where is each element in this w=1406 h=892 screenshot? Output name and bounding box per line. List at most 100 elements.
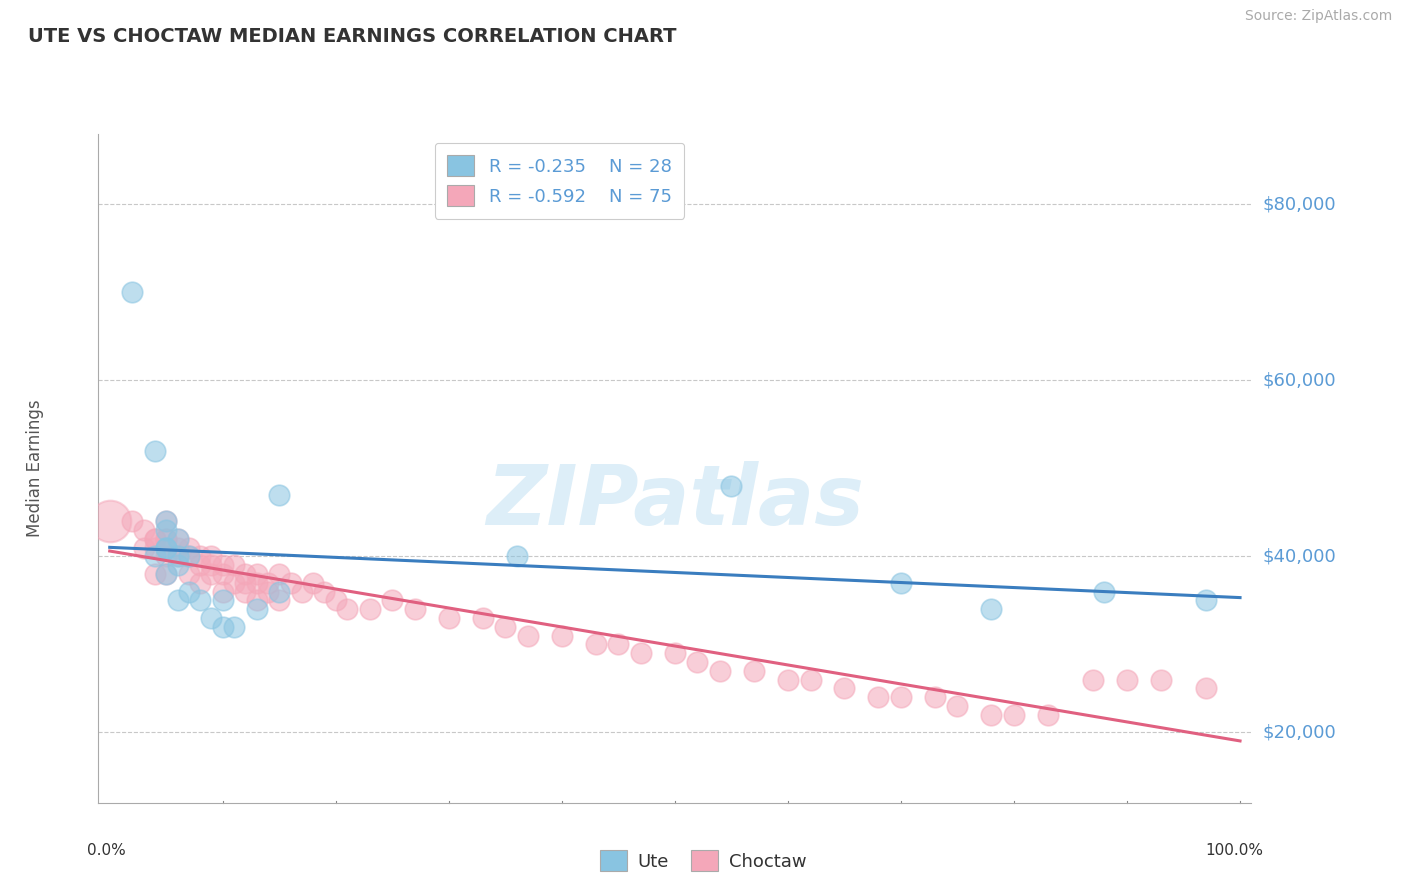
Point xyxy=(799,673,821,687)
Point xyxy=(1002,707,1025,722)
Point xyxy=(188,593,211,607)
Point xyxy=(188,549,211,564)
Point xyxy=(235,566,257,581)
Text: ZIPatlas: ZIPatlas xyxy=(486,461,863,542)
Point xyxy=(166,549,188,564)
Point xyxy=(630,646,652,660)
Point xyxy=(336,602,359,616)
Point xyxy=(143,443,166,458)
Point xyxy=(246,575,269,590)
Point xyxy=(121,285,143,300)
Legend: R = -0.235    N = 28, R = -0.592    N = 75: R = -0.235 N = 28, R = -0.592 N = 75 xyxy=(434,143,685,219)
Point xyxy=(155,566,177,581)
Point xyxy=(155,541,177,555)
Point xyxy=(291,584,314,599)
Point xyxy=(709,664,731,678)
Text: $80,000: $80,000 xyxy=(1263,195,1336,213)
Point xyxy=(246,593,269,607)
Point xyxy=(980,602,1002,616)
Point xyxy=(776,673,799,687)
Point xyxy=(585,637,607,651)
Point xyxy=(269,488,291,502)
Point xyxy=(155,549,177,564)
Point xyxy=(222,575,245,590)
Point xyxy=(132,541,155,555)
Point xyxy=(664,646,686,660)
Point xyxy=(211,566,233,581)
Point xyxy=(177,566,200,581)
Point xyxy=(720,479,742,493)
Point xyxy=(551,628,574,642)
Text: $60,000: $60,000 xyxy=(1263,371,1336,389)
Point xyxy=(1195,681,1218,696)
Point xyxy=(516,628,538,642)
Point xyxy=(890,575,912,590)
Point xyxy=(494,620,516,634)
Point xyxy=(200,549,222,564)
Point xyxy=(143,566,166,581)
Point xyxy=(200,558,222,573)
Point xyxy=(1092,584,1115,599)
Point xyxy=(155,541,177,555)
Point xyxy=(834,681,856,696)
Text: 100.0%: 100.0% xyxy=(1205,843,1263,858)
Text: $20,000: $20,000 xyxy=(1263,723,1336,741)
Point xyxy=(132,523,155,537)
Point xyxy=(235,575,257,590)
Point xyxy=(200,566,222,581)
Point xyxy=(188,558,211,573)
Point xyxy=(302,575,325,590)
Point xyxy=(166,593,188,607)
Point xyxy=(1150,673,1173,687)
Point xyxy=(471,611,494,625)
Point xyxy=(980,707,1002,722)
Text: 0.0%: 0.0% xyxy=(87,843,125,858)
Point xyxy=(166,532,188,546)
Point xyxy=(505,549,527,564)
Point xyxy=(868,690,890,705)
Point xyxy=(155,532,177,546)
Point xyxy=(200,611,222,625)
Point xyxy=(607,637,630,651)
Text: Median Earnings: Median Earnings xyxy=(25,400,44,537)
Point xyxy=(155,514,177,528)
Point xyxy=(211,584,233,599)
Point xyxy=(325,593,347,607)
Point xyxy=(143,532,166,546)
Point xyxy=(166,549,188,564)
Point xyxy=(314,584,336,599)
Point xyxy=(177,584,200,599)
Text: Source: ZipAtlas.com: Source: ZipAtlas.com xyxy=(1244,9,1392,23)
Point xyxy=(269,566,291,581)
Point xyxy=(166,558,188,573)
Text: $40,000: $40,000 xyxy=(1263,548,1336,566)
Text: UTE VS CHOCTAW MEDIAN EARNINGS CORRELATION CHART: UTE VS CHOCTAW MEDIAN EARNINGS CORRELATI… xyxy=(28,27,676,45)
Point xyxy=(437,611,460,625)
Point xyxy=(155,532,177,546)
Point xyxy=(188,575,211,590)
Point xyxy=(1036,707,1059,722)
Legend: Ute, Choctaw: Ute, Choctaw xyxy=(592,843,814,879)
Point xyxy=(269,584,291,599)
Point xyxy=(924,690,946,705)
Point xyxy=(211,620,233,634)
Point xyxy=(246,566,269,581)
Point xyxy=(166,541,188,555)
Point xyxy=(246,602,269,616)
Point xyxy=(359,602,381,616)
Point xyxy=(890,690,912,705)
Point xyxy=(946,698,969,713)
Point xyxy=(177,549,200,564)
Point xyxy=(235,584,257,599)
Point xyxy=(222,620,245,634)
Point xyxy=(742,664,765,678)
Point xyxy=(686,655,709,669)
Point xyxy=(404,602,426,616)
Point xyxy=(143,549,166,564)
Point xyxy=(381,593,404,607)
Point xyxy=(1116,673,1139,687)
Point xyxy=(177,541,200,555)
Point xyxy=(257,584,280,599)
Point xyxy=(155,523,177,537)
Point xyxy=(155,514,177,528)
